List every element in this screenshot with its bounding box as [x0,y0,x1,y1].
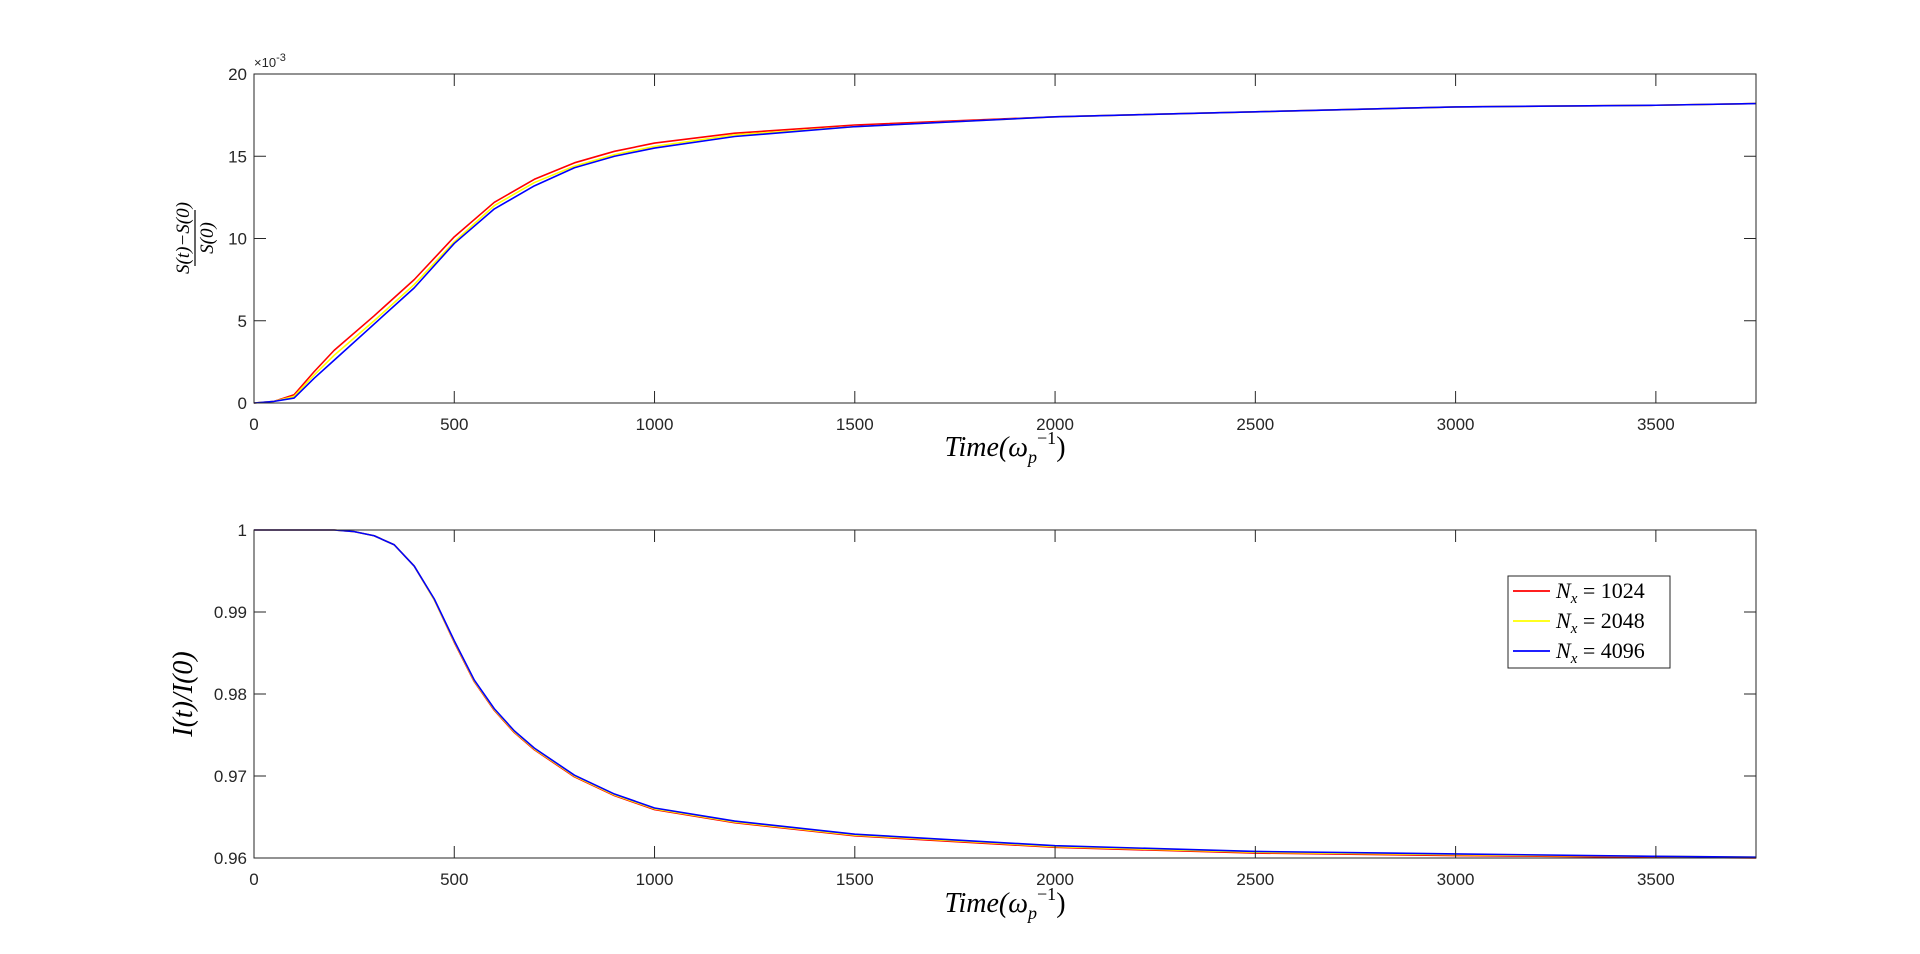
intensity-x-tick-label: 500 [440,870,468,889]
entropy-exponent-power: -3 [276,52,286,64]
intensity-series-line-3 [254,529,1757,858]
entropy-chart: 0 500 1000 1500 2000 2500 3000 3500 0 5 10 15 20 ×1… [173,52,1757,467]
intensity-series [254,529,1757,859]
entropy-x-tick-label: 3000 [1437,415,1475,434]
intensity-x-tick-label: 1000 [636,870,674,889]
intensity-y-tick-label: 0.96 [214,849,247,868]
intensity-x-tick-label: 3000 [1437,870,1475,889]
entropy-exponent-label: ×10-3 [254,52,286,70]
entropy-ylabel-numerator: S(t)−S(0) [173,202,194,274]
entropy-x-tick-label: 0 [249,415,258,434]
intensity-chart: 0 500 1000 1500 2000 2500 3000 3500 0.960.970.9… [168,521,1757,923]
intensity-x-tick-label: 3500 [1637,870,1675,889]
entropy-y-tick-label: 0 [238,394,247,413]
entropy-y-axis-label: S(t)−S(0) S(0) [173,202,218,274]
intensity-y-tick-label: 0.97 [214,767,247,786]
entropy-x-tick-label: 1000 [636,415,674,434]
entropy-x-tick-label: 2500 [1236,415,1274,434]
legend-label-3: Nx = 4096 [1555,638,1645,667]
entropy-series-line-3 [253,102,1757,404]
entropy-y-ticks: 0 5 10 15 20 [228,65,1756,413]
entropy-series-line-2 [253,102,1757,404]
legend-label-2: Nx = 2048 [1555,608,1645,637]
intensity-x-ticks: 0 500 1000 1500 2000 2500 3000 3500 [249,530,1675,889]
intensity-y-tick-label: 1 [238,521,247,540]
entropy-ylabel-denominator: S(0) [197,222,218,254]
intensity-y-axis-label: I(t)/I(0) [168,651,199,738]
entropy-x-tick-label: 1500 [836,415,874,434]
intensity-y-tick-label: 0.99 [214,603,247,622]
entropy-y-tick-label: 20 [228,65,247,84]
entropy-axes-box [253,73,1757,404]
intensity-y-ticks: 0.96 0.97 0.98 0.99 1 [214,521,1756,868]
entropy-y-tick-label: 10 [228,230,247,249]
entropy-x-axis-label: Time(ωp−1) [944,428,1065,467]
entropy-x-tick-label: 3500 [1637,415,1675,434]
intensity-x-tick-label: 2000 [1036,870,1074,889]
legend-label-1: Nx = 1024 [1555,578,1645,607]
entropy-x-tick-label: 500 [440,415,468,434]
entropy-x-ticks: 0 500 1000 1500 2000 2500 3000 3500 [249,74,1675,434]
intensity-x-tick-label: 1500 [836,870,874,889]
intensity-x-axis-label: Time(ωp−1) [944,884,1065,923]
intensity-x-tick-label: 2500 [1236,870,1274,889]
entropy-y-tick-label: 5 [238,312,247,331]
entropy-x-tick-label: 2000 [1036,415,1074,434]
entropy-exponent-base: ×10 [254,55,276,70]
entropy-y-tick-label: 15 [228,147,247,166]
intensity-y-tick-label: 0.98 [214,685,247,704]
entropy-series-line-1 [253,102,1757,404]
entropy-series [253,102,1757,404]
intensity-x-tick-label: 0 [249,870,258,889]
